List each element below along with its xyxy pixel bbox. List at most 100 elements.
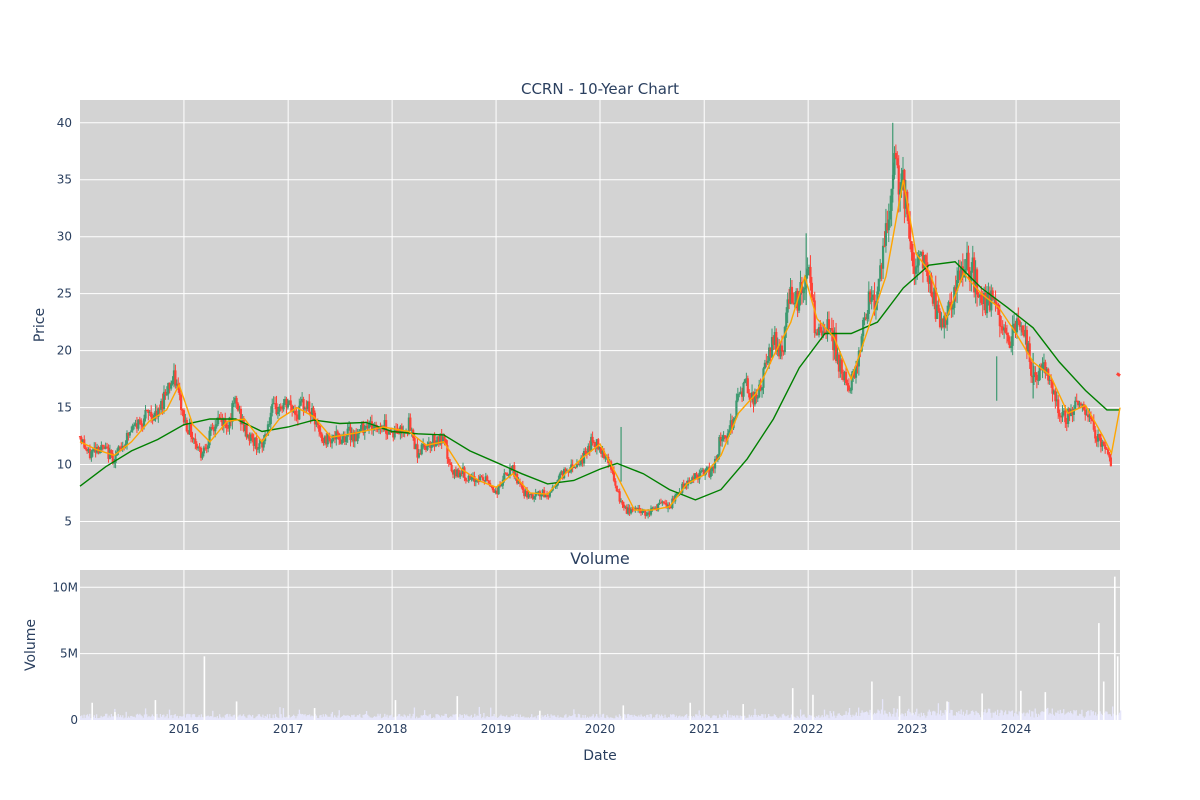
candle-body — [977, 294, 980, 298]
volume-bar — [760, 715, 762, 720]
volume-bar — [315, 715, 318, 720]
volume-bar — [295, 718, 297, 720]
volume-bar — [1073, 709, 1075, 720]
candle-body — [840, 359, 843, 374]
volume-bar — [478, 706, 480, 720]
volume-bar — [92, 717, 94, 720]
volume-bar — [621, 718, 623, 720]
volume-bar — [265, 716, 267, 720]
candle-body — [894, 153, 897, 159]
volume-bar — [716, 718, 719, 720]
volume-bar — [436, 714, 438, 720]
volume-bar — [893, 708, 895, 720]
volume-bar — [843, 714, 845, 720]
candle-body — [239, 408, 242, 425]
volume-bar — [188, 714, 190, 720]
candle-body — [1011, 325, 1014, 346]
candle-body — [728, 430, 731, 434]
volume-bar — [903, 716, 905, 720]
volume-bar — [1040, 712, 1042, 720]
volume-bar — [655, 714, 657, 720]
candle-body — [303, 407, 307, 410]
candle-body — [675, 493, 678, 496]
price-tick-label: 40 — [57, 116, 72, 130]
candle-body — [229, 417, 233, 423]
volume-bar — [381, 717, 384, 720]
volume-bar — [369, 717, 371, 720]
volume-bar — [724, 714, 727, 720]
candle-body — [768, 347, 771, 361]
candle-body — [923, 255, 926, 269]
candle-body — [234, 397, 237, 403]
volume-bar — [957, 712, 959, 720]
candle-body — [827, 319, 831, 330]
volume-spike — [1098, 623, 1100, 720]
candle-body — [527, 494, 530, 498]
volume-bar — [681, 716, 683, 720]
candle-body — [87, 449, 90, 452]
candle-body — [554, 486, 557, 488]
volume-bar — [113, 716, 115, 720]
volume-bar — [119, 715, 122, 720]
candle-body — [807, 266, 811, 270]
volume-bar — [971, 710, 974, 720]
candle-body — [528, 494, 532, 495]
volume-bar — [1025, 713, 1027, 720]
volume-bar — [363, 714, 365, 720]
volume-bar — [520, 717, 523, 720]
candle-body — [506, 473, 509, 476]
volume-bar — [424, 710, 426, 720]
volume-bar — [261, 717, 263, 720]
candle-body — [600, 447, 603, 454]
volume-bar — [389, 715, 392, 720]
volume-bar — [835, 717, 837, 720]
candle-body — [271, 404, 274, 413]
volume-bar — [410, 718, 412, 720]
volume-bar — [884, 710, 886, 720]
x-tick-label: 2017 — [273, 722, 304, 736]
candle-body — [507, 475, 510, 477]
candle-body — [873, 294, 876, 310]
candle-body — [1065, 422, 1068, 424]
volume-bar — [486, 716, 488, 720]
volume-bar — [134, 717, 136, 720]
volume-bar — [1085, 711, 1088, 720]
volume-bar — [823, 709, 826, 720]
candle-body — [480, 476, 483, 478]
volume-bar — [107, 717, 109, 720]
volume-bar — [713, 715, 715, 720]
candle-body — [397, 433, 401, 435]
volume-bar — [488, 717, 491, 720]
volume-tick-label: 0 — [70, 713, 78, 727]
volume-bar — [631, 714, 633, 720]
volume-bar — [490, 707, 492, 720]
volume-bar — [795, 718, 797, 720]
volume-bar — [189, 714, 191, 720]
volume-bar — [152, 716, 155, 720]
volume-bar — [867, 712, 869, 720]
volume-bar — [559, 716, 561, 720]
candle-body — [111, 453, 114, 464]
volume-bar — [127, 716, 130, 720]
volume-bar — [845, 711, 847, 720]
volume-bar — [529, 716, 532, 720]
volume-bar — [303, 715, 305, 720]
candle-body — [172, 370, 176, 381]
volume-bar — [390, 714, 393, 720]
volume-bar — [699, 715, 701, 720]
volume-spike — [742, 704, 744, 720]
candle-body — [423, 444, 426, 448]
candle-body — [345, 436, 348, 442]
candle-body — [450, 464, 453, 472]
candle-body — [860, 336, 863, 352]
candle-body — [88, 449, 92, 459]
volume-bar — [132, 716, 134, 720]
volume-bar — [198, 715, 200, 720]
volume-bar — [469, 716, 471, 720]
volume-bar — [614, 718, 616, 720]
candle-body — [1051, 380, 1054, 394]
volume-bar — [512, 715, 515, 720]
volume-bar — [150, 716, 152, 720]
volume-bar — [200, 714, 203, 720]
volume-bar — [281, 717, 283, 720]
